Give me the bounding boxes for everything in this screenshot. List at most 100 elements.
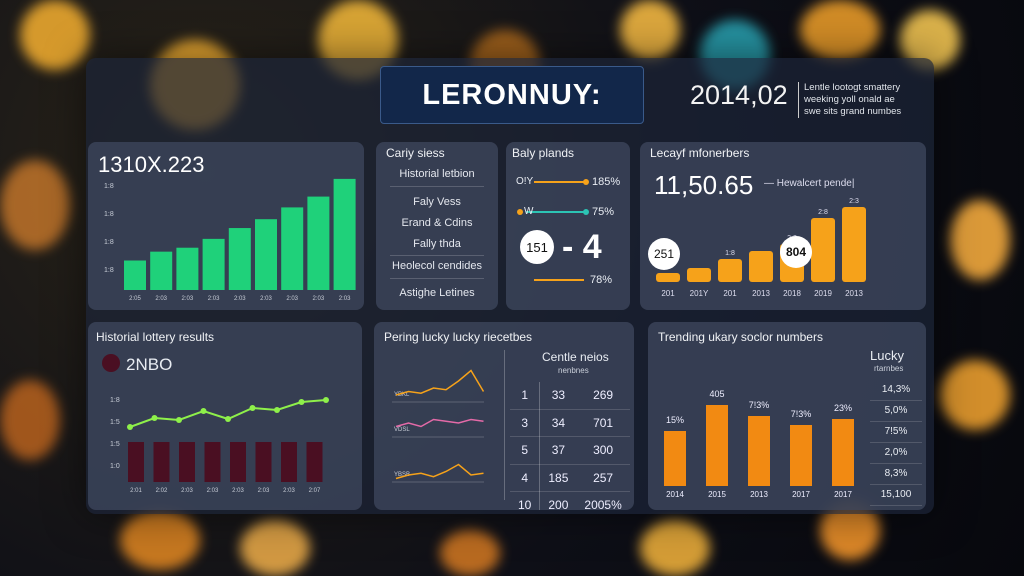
x-tick-label: 2:03 [181, 488, 193, 494]
bar [153, 442, 170, 482]
bar [718, 259, 742, 282]
numbers-table: 1 33 269 3 34 701 5 37 300 4 185 257 10 200 2005% [510, 382, 630, 510]
x-tick-label: 2:03 [232, 488, 244, 494]
x-tick-label: 2:03 [260, 296, 272, 302]
bar [306, 442, 323, 482]
bar [664, 431, 686, 486]
list-item: Astighe Letines [399, 287, 475, 299]
data-label: 7!3% [791, 409, 812, 419]
table-row: 3 34 701 [510, 409, 630, 437]
series-label: VDSL [394, 427, 410, 433]
bar [124, 260, 146, 290]
x-tick-label: 2014 [666, 490, 684, 499]
y-tick-label: 1:8 [104, 183, 114, 190]
table-header: Centle neios [542, 350, 609, 364]
x-tick-label: 2018 [783, 289, 801, 298]
line-series [395, 463, 484, 480]
x-tick-label: 2:03 [258, 488, 270, 494]
bar [706, 405, 728, 486]
x-tick-label: 2:03 [313, 296, 325, 302]
data-label: 405 [709, 389, 724, 399]
y-tick-label: 1:8 [104, 267, 114, 274]
line-point [176, 417, 182, 423]
panel2-title: Cariy siess [386, 146, 445, 160]
legend-value: 5,0% [870, 401, 922, 422]
bar [842, 207, 866, 282]
y-tick-label: 1:8 [104, 239, 114, 246]
x-tick-label: 2017 [834, 490, 852, 499]
table-cell: 1 [510, 382, 541, 410]
table-cell: 5 [510, 436, 541, 465]
results-combo-chart: 1:8 1:5 1:5 1:0 2:01 2:02 2:03 2:03 2:03 2:03 2:03… [110, 397, 329, 494]
line-point [225, 416, 231, 422]
x-tick-label: 2:07 [309, 488, 321, 494]
panel7-title: Trending ukary soclor numbers [658, 330, 823, 344]
line-point [323, 397, 329, 403]
row-label: W [524, 206, 534, 217]
panel6-title: Pering lucky lucky riecetbes [384, 330, 533, 344]
x-tick-label: 2:03 [234, 296, 246, 302]
line-point [249, 405, 256, 411]
legend-value: 2,0% [870, 443, 922, 464]
result-dot-icon [102, 354, 120, 372]
panel3-title: Baly plands [512, 146, 575, 160]
line-point [274, 407, 280, 413]
x-tick-label: 2:01 [130, 488, 142, 494]
y-tick-label: 1:8 [110, 397, 120, 404]
bar [748, 416, 770, 486]
bar [179, 442, 195, 482]
table-cell: 33 [539, 382, 577, 410]
data-label: 23% [834, 403, 852, 413]
table-cell: 37 [539, 436, 577, 465]
y-tick-label: 1:0 [110, 463, 120, 470]
dash-number: - 4 [562, 228, 602, 266]
data-label: 15% [666, 415, 684, 425]
x-tick-label: 201 [661, 289, 675, 298]
bar [255, 219, 277, 290]
bar [202, 238, 225, 290]
table-cell: 257 [576, 464, 630, 492]
data-label: 1:8 [725, 250, 735, 257]
bar [204, 442, 221, 482]
line-point [127, 424, 133, 430]
trending-bar-chart: 15% 2014 405 2015 7!3% 2013 7!3% 2017 23% 2017 [664, 389, 854, 499]
list-item: Heolecol cendides [392, 260, 482, 272]
slider-dot [583, 179, 589, 185]
panel4-note: — Hewalcert pende| [764, 178, 855, 189]
data-label: 2:3 [849, 198, 859, 205]
list-item: Erand & Cdins [401, 217, 473, 229]
line-series [395, 418, 484, 428]
x-tick-label: 2:03 [339, 296, 351, 302]
x-tick-label: 2013 [752, 289, 770, 298]
bar [790, 425, 812, 486]
bar [281, 207, 304, 290]
bar [176, 247, 199, 290]
divider [390, 255, 484, 256]
bubble: 804 [780, 236, 812, 268]
x-tick-label: 2:05 [129, 296, 141, 302]
panel-green-bars: 1310X.223 1:8 1:8 1:8 1:8 2:05 2:03 2:03 2:03 2:… [88, 142, 364, 310]
table-cell: 4 [510, 464, 541, 492]
divider [390, 186, 484, 187]
table-cell: 269 [576, 382, 630, 410]
bubble: 251 [648, 238, 680, 270]
panel-daily-plans: Baly plands O!Y 185% W 75% 151 - 4 78% [506, 142, 630, 310]
row-label: O!Y [516, 176, 534, 187]
panel4-title: Lecayf mfonerbers [650, 146, 750, 160]
line-point [298, 399, 305, 405]
x-tick-label: 2013 [845, 289, 863, 298]
series-label: YBSB [394, 472, 410, 478]
y-tick-label: 1:5 [110, 441, 120, 448]
panel1-value: 1310X.223 [98, 152, 205, 177]
list-item: Fally thda [413, 238, 461, 250]
legend-value: 15,100 [870, 485, 922, 506]
y-tick-label: 1:5 [110, 419, 120, 426]
data-label: 2:8 [818, 209, 828, 216]
row-value: 75% [592, 206, 615, 218]
panel4-value: 11,50.65 [654, 170, 754, 200]
x-tick-label: 201Y [690, 289, 709, 298]
x-tick-label: 2017 [792, 490, 810, 499]
divider [390, 278, 484, 279]
bar [128, 442, 144, 482]
bar [281, 442, 297, 482]
